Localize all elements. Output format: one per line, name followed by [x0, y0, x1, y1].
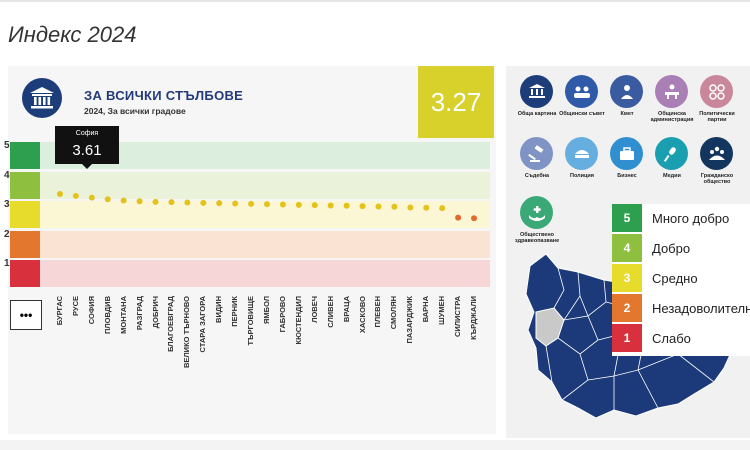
- x-tick-label: РУСЕ: [70, 296, 80, 316]
- score-band-2: [40, 230, 490, 258]
- mayor-person-icon[interactable]: [610, 75, 643, 108]
- legend-swatch: 3: [612, 264, 642, 292]
- score-band-3: [40, 201, 490, 229]
- pillar-label: Гражданско общество: [700, 173, 734, 185]
- score-band-4: [40, 171, 490, 199]
- x-tick-label: ВАРНА: [421, 296, 431, 323]
- x-tick-label: ГАБРОВО: [277, 296, 287, 333]
- pillar-label: Общински съвет: [559, 111, 605, 117]
- level-swatch-2: [10, 230, 40, 258]
- pillar-label: Обща картина: [517, 111, 557, 117]
- microphone-icon[interactable]: [655, 137, 688, 170]
- legend-item-1: 1 Слабо: [612, 324, 750, 354]
- y-tick-label: 5: [4, 140, 10, 151]
- level-swatch-5: [10, 142, 40, 169]
- x-tick-label: ПАЗАРДЖИК: [405, 296, 415, 344]
- x-tick-label: ПЕРНИК: [230, 296, 240, 327]
- legend-swatch: 5: [612, 204, 642, 232]
- legend-swatch: 2: [612, 294, 642, 322]
- top-divider: [0, 0, 750, 2]
- page-title: Индекс 2024: [8, 22, 137, 47]
- pillar-label: Кмет: [620, 111, 634, 117]
- more-options-button[interactable]: •••: [10, 300, 42, 330]
- city-axis-labels: БУРГАС РУСЕ СОФИЯ ПЛОВДИВ МОНТАНА РАЗГРАД ДОБР…: [40, 296, 490, 406]
- x-tick-label: СОФИЯ: [86, 296, 96, 325]
- x-tick-label: ВЕЛИКО ТЪРНОВО: [182, 296, 192, 368]
- political-parties-icon[interactable]: [700, 75, 733, 108]
- x-tick-label: ХАСКОВО: [357, 296, 367, 334]
- x-tick-label: СИЛИСТРА: [453, 296, 463, 338]
- administration-desk-icon[interactable]: [655, 75, 688, 108]
- pillar-subtitle: 2024, За всички градове: [84, 106, 186, 116]
- x-tick-label: ПЛЕВЕН: [373, 296, 383, 328]
- x-tick-label: СТАРА ЗАГОРА: [198, 296, 208, 353]
- council-people-icon[interactable]: [565, 75, 598, 108]
- x-tick-label: МОНТАНА: [118, 296, 128, 334]
- pillar-label: Общинска администрация: [650, 111, 694, 123]
- legend-item-3: 3 Средно: [612, 264, 750, 294]
- x-tick-label: ЛОВЕЧ: [309, 296, 319, 323]
- y-tick-label: 3: [4, 199, 10, 211]
- pillar-label: Съдебна: [524, 173, 550, 179]
- score-band-1: [40, 260, 490, 288]
- legend-item-4: 4 Добро: [612, 234, 750, 264]
- briefcase-icon[interactable]: [610, 137, 643, 170]
- x-tick-label: СМОЛЯН: [389, 296, 399, 330]
- pillar-label: Бизнес: [617, 173, 637, 179]
- y-tick-label: 2: [4, 228, 10, 240]
- legend-label: Средно: [652, 271, 698, 286]
- x-tick-label: ШУМЕН: [437, 296, 447, 325]
- legend-swatch: 4: [612, 234, 642, 262]
- legend-label: Добро: [652, 241, 691, 256]
- x-tick-label: КЪРДЖАЛИ: [469, 296, 479, 340]
- institution-building-icon[interactable]: [520, 75, 553, 108]
- x-tick-label: КЮСТЕНДИЛ: [293, 296, 303, 345]
- score-bands: [40, 142, 490, 290]
- pillar-label: Медии: [663, 173, 681, 179]
- legend-item-5: 5 Много добро: [612, 204, 750, 234]
- healthcare-hands-icon[interactable]: [520, 196, 553, 229]
- x-tick-label: СЛИВЕН: [325, 296, 335, 328]
- institution-building-icon: [22, 78, 62, 118]
- police-cap-icon[interactable]: [565, 137, 598, 170]
- legend-swatch: 1: [612, 324, 642, 352]
- x-tick-label: ВИДИН: [214, 296, 224, 323]
- legend-label: Много добро: [652, 211, 730, 226]
- x-tick-label: ПЛОВДИВ: [102, 296, 112, 334]
- x-tick-label: БУРГАС: [54, 296, 64, 326]
- legend: 5 Много добро 4 Добро 3 Средно 2 Незадоволителн…: [612, 204, 750, 356]
- gavel-icon[interactable]: [520, 137, 553, 170]
- bottom-strip: [0, 440, 750, 450]
- x-tick-label: ЯМБОЛ: [262, 296, 271, 324]
- y-tick-label: 4: [4, 169, 10, 181]
- legend-label: Незадоволително: [652, 301, 750, 316]
- x-tick-label: ТЪРГОВИЩЕ: [246, 296, 256, 346]
- civil-society-icon[interactable]: [700, 137, 733, 170]
- tooltip-value: 3.61: [72, 142, 102, 159]
- pillar-label: Полиция: [569, 173, 595, 179]
- legend-label: Слабо: [652, 331, 691, 346]
- tooltip-city: София: [75, 130, 99, 137]
- x-tick-label: ДОБРИЧ: [150, 296, 160, 329]
- tooltip-pointer: [82, 164, 92, 169]
- pillar-label: Обществено здравеопазване: [514, 232, 560, 244]
- pillar-title: ЗА ВСИЧКИ СТЪЛБОВЕ: [84, 88, 244, 103]
- y-tick-label: 1: [4, 258, 10, 270]
- value-tooltip: София 3.61: [55, 126, 119, 164]
- x-tick-label: РАЗГРАД: [134, 296, 144, 331]
- legend-item-2: 2 Незадоволително: [612, 294, 750, 324]
- pillar-label: Политически партии: [699, 111, 735, 123]
- level-swatch-4: [10, 171, 40, 199]
- level-swatch-1: [10, 260, 40, 288]
- level-swatch-3: [10, 201, 40, 229]
- overall-score: 3.27: [418, 66, 494, 138]
- x-tick-label: БЛАГОЕВГРАД: [166, 296, 176, 352]
- x-tick-label: ВРАЦА: [341, 296, 351, 323]
